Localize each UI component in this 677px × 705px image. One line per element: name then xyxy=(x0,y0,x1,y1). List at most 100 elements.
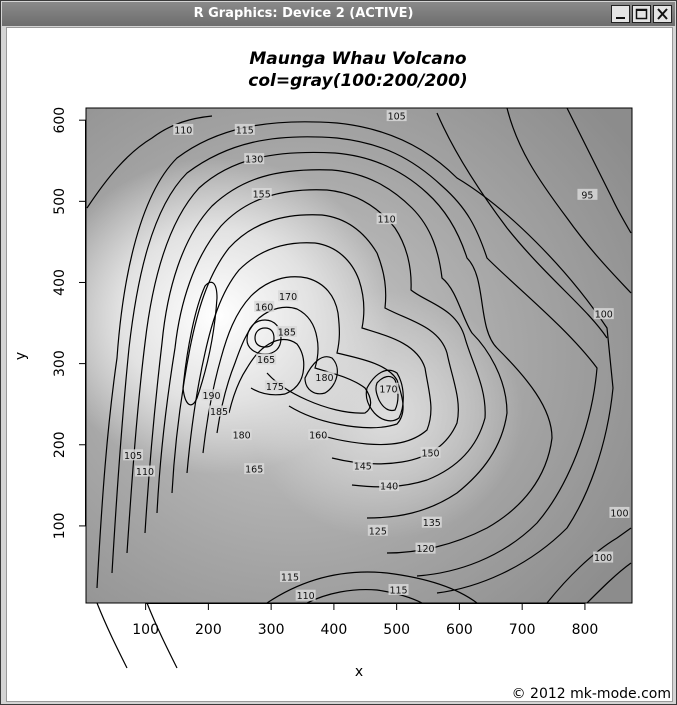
contour-label: 170 xyxy=(279,292,297,303)
y-tick-label: 200 xyxy=(52,431,68,458)
contour-label-bg xyxy=(134,465,155,477)
contour-label-bg xyxy=(352,459,373,471)
y-axis: 100 200 300 400 500 600 xyxy=(52,107,86,539)
contour-label: 135 xyxy=(423,518,441,529)
contour-label: 160 xyxy=(309,431,327,442)
plot-subtitle: col=gray(100:200/200) xyxy=(248,71,467,91)
contour-label-bg xyxy=(231,429,252,441)
x-axis-label: x xyxy=(355,664,363,680)
contour-label: 100 xyxy=(610,508,628,519)
contour-label: 115 xyxy=(281,573,299,584)
x-tick-label: 500 xyxy=(383,622,410,638)
x-tick-label: 800 xyxy=(572,622,599,638)
contour-label-bg xyxy=(244,153,265,165)
contour-label: 130 xyxy=(245,155,263,166)
contour-label-bg xyxy=(251,188,272,200)
contour-label-bg xyxy=(295,589,316,601)
contour-label: 140 xyxy=(380,482,398,493)
contour-label: 110 xyxy=(136,467,154,478)
contour-label: 110 xyxy=(174,125,192,136)
plot-area: Maunga Whau Volcano col=gray(100:200/200… xyxy=(6,27,673,702)
watermark: © 2012 mk-mode.com xyxy=(512,686,671,701)
contour-label: 105 xyxy=(388,112,406,123)
window-controls xyxy=(611,5,672,23)
plot-title: Maunga Whau Volcano xyxy=(249,49,467,69)
contour-label-bg xyxy=(379,480,400,492)
image-panel xyxy=(86,108,632,603)
contour-label-bg xyxy=(420,446,441,458)
contour-label: 150 xyxy=(421,448,439,459)
contour-label: 145 xyxy=(354,461,372,472)
contour-labels: 110 115 105 130 155 110 95 100 170 160 185 165 175 18… xyxy=(123,110,630,602)
contour-label-bg xyxy=(314,371,335,383)
contour-label-bg xyxy=(276,325,297,337)
window-title: R Graphics: Device 2 (ACTIVE) xyxy=(193,6,414,21)
contour-label-bg xyxy=(278,290,299,302)
contour-label: 190 xyxy=(202,391,220,402)
y-tick-label: 100 xyxy=(52,513,68,540)
contour-label-bg xyxy=(264,380,285,392)
contour-label: 115 xyxy=(236,125,254,136)
minimize-icon xyxy=(616,17,625,19)
contour-label-bg xyxy=(279,571,300,583)
contour-label-bg xyxy=(376,213,397,225)
y-axis-label: y xyxy=(13,352,29,360)
contour-label-bg xyxy=(201,389,222,401)
minimize-button[interactable] xyxy=(611,5,630,23)
contour-label: 105 xyxy=(124,451,142,462)
contour-label: 100 xyxy=(594,553,612,564)
close-button[interactable] xyxy=(653,5,672,23)
maximize-button[interactable] xyxy=(632,5,651,23)
contour-label: 110 xyxy=(297,591,315,602)
contour-label: 160 xyxy=(255,302,273,313)
contour-label-bg xyxy=(173,123,194,135)
contour-label: 180 xyxy=(315,373,333,384)
y-tick-label: 300 xyxy=(52,350,68,377)
contour-label-bg xyxy=(256,353,277,365)
y-tick-label: 500 xyxy=(52,188,68,215)
contour-label-bg xyxy=(593,551,614,563)
contour-label: 120 xyxy=(416,544,434,555)
contour-label-bg xyxy=(415,542,436,554)
contour-label: 170 xyxy=(379,384,397,395)
contour-label-bg xyxy=(388,584,409,596)
contour-label-bg xyxy=(123,449,144,461)
contour-label: 165 xyxy=(257,355,275,366)
contour-label-bg xyxy=(308,429,329,441)
contour-label-bg xyxy=(244,463,265,475)
volcano-plot: Maunga Whau Volcano col=gray(100:200/200… xyxy=(13,49,671,702)
contour-label: 180 xyxy=(233,431,251,442)
contour-label-bg xyxy=(421,516,442,528)
maximize-icon xyxy=(635,8,648,20)
contour-label: 175 xyxy=(266,382,284,393)
contour-label-bg xyxy=(609,506,630,518)
contour-label-bg xyxy=(378,382,399,394)
contour-label: 115 xyxy=(389,586,407,597)
title-bar[interactable]: R Graphics: Device 2 (ACTIVE) xyxy=(2,2,675,26)
contour-label: 185 xyxy=(210,407,228,418)
x-tick-label: 300 xyxy=(258,622,285,638)
close-icon xyxy=(657,8,668,20)
contour-label-bg xyxy=(234,123,255,135)
x-tick-label: 700 xyxy=(509,622,536,638)
x-tick-label: 100 xyxy=(132,622,159,638)
contour-label-bg xyxy=(254,300,275,312)
contour-label: 155 xyxy=(253,190,271,201)
contour-label-bg xyxy=(593,308,614,320)
y-tick-label: 400 xyxy=(52,269,68,296)
x-tick-label: 400 xyxy=(321,622,348,638)
contour-label: 110 xyxy=(378,215,396,226)
contour-label-bg xyxy=(367,524,388,536)
contour-label: 165 xyxy=(245,465,263,476)
contour-label-bg xyxy=(386,110,407,122)
contour-label-bg xyxy=(209,405,230,417)
contour-label: 100 xyxy=(595,310,613,321)
x-axis: 100 200 300 400 500 600 700 800 xyxy=(132,603,598,638)
x-tick-label: 600 xyxy=(446,622,473,638)
contour-label: 125 xyxy=(369,526,387,537)
y-tick-label: 600 xyxy=(52,107,68,134)
contour-label: 185 xyxy=(278,327,296,338)
contour-label: 95 xyxy=(581,190,593,201)
x-tick-label: 200 xyxy=(195,622,222,638)
